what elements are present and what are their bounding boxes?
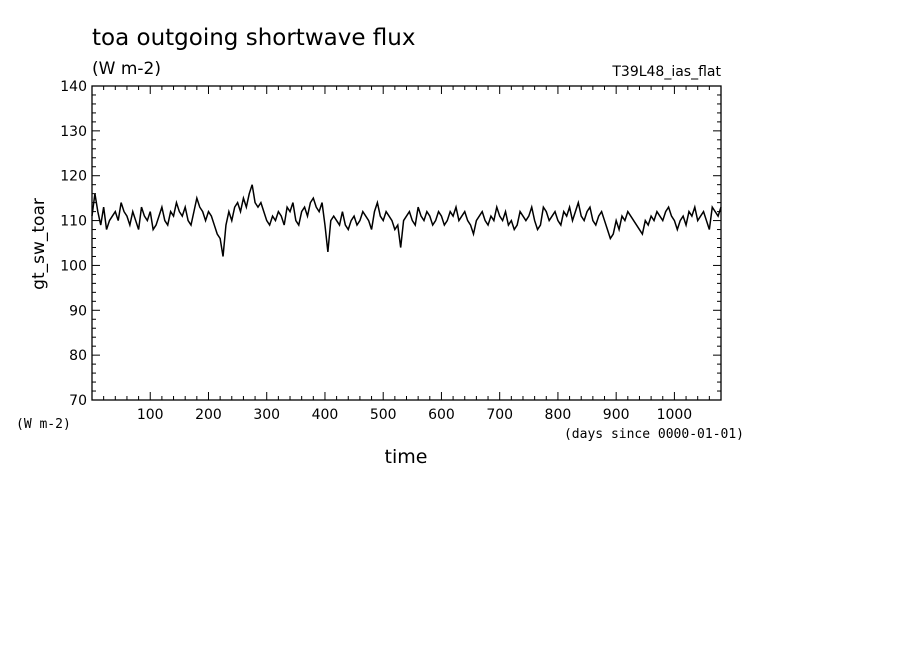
x-tick-label: 800 <box>545 407 572 423</box>
x-tick-label: 400 <box>312 407 339 423</box>
y-tick-label: 80 <box>69 348 87 364</box>
y-tick-label: 100 <box>60 258 87 274</box>
y-axis-unit: (W m-2) <box>16 417 71 432</box>
y-tick-label: 110 <box>60 214 87 230</box>
x-axis-unit: (days since 0000-01-01) <box>564 427 744 442</box>
y-tick-label: 90 <box>69 303 87 319</box>
chart-title: toa outgoing shortwave flux <box>92 25 415 51</box>
axis-ticks <box>92 85 721 401</box>
y-tick-label: 70 <box>69 393 87 409</box>
y-axis-label: gt_sw_toar <box>29 198 49 290</box>
x-tick-label: 100 <box>137 407 164 423</box>
x-tick-label: 200 <box>195 407 222 423</box>
y-tick-label: 130 <box>60 124 87 140</box>
x-tick-label: 500 <box>370 407 397 423</box>
y-tick-labels: 70 80 90 100 110 120 130 140 <box>60 79 87 409</box>
y-tick-label: 140 <box>60 79 87 95</box>
y-tick-label: 120 <box>60 169 87 185</box>
run-label: T39L48_ias_flat <box>611 64 721 80</box>
plot-frame <box>91 85 722 401</box>
x-tick-label: 300 <box>253 407 280 423</box>
series-line <box>91 184 722 257</box>
x-tick-label: 1000 <box>657 407 693 423</box>
x-axis-label: time <box>385 446 428 468</box>
x-tick-label: 900 <box>603 407 630 423</box>
title-unit: (W m-2) <box>92 59 161 79</box>
x-tick-labels: 100 200 300 400 500 600 700 800 900 1000 <box>137 407 692 423</box>
x-tick-label: 600 <box>428 407 455 423</box>
x-tick-label: 700 <box>486 407 513 423</box>
